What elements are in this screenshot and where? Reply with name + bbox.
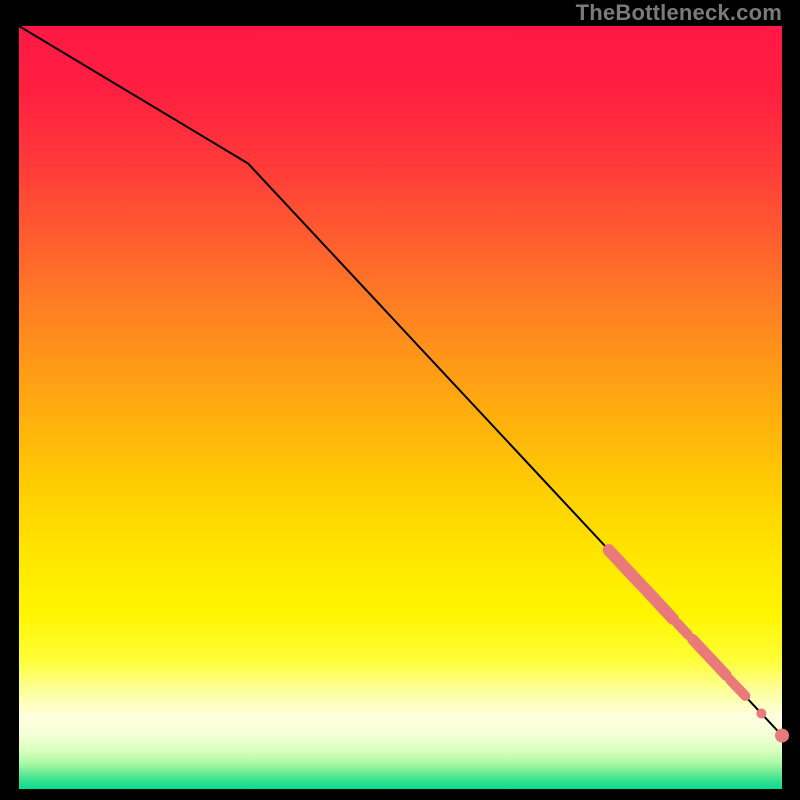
- plot-area: [19, 26, 789, 789]
- marker-dot: [756, 708, 766, 718]
- chart-svg: [0, 0, 800, 800]
- marker-dot: [775, 729, 789, 743]
- stage: TheBottleneck.com: [0, 0, 800, 800]
- plot-background: [19, 26, 782, 789]
